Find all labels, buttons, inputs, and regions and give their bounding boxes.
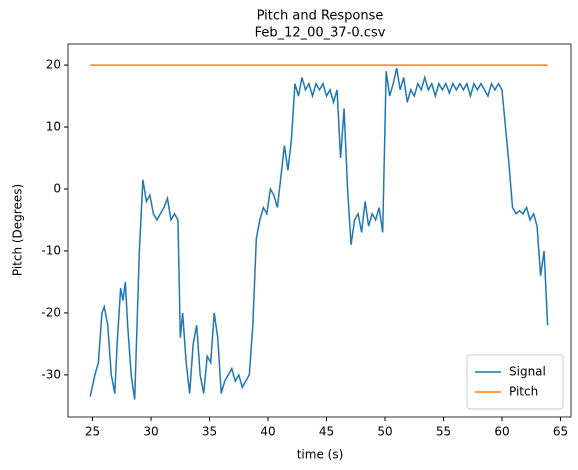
x-tick-label: 25 — [85, 425, 100, 439]
y-tick-label: -20 — [41, 305, 61, 319]
plot-frame — [67, 43, 572, 418]
x-tick-label: 60 — [494, 425, 509, 439]
x-tick-label: 45 — [319, 425, 334, 439]
y-axis-label: Pitch (Degrees) — [11, 184, 25, 276]
legend-label: Pitch — [509, 385, 538, 399]
x-tick-label: 65 — [553, 425, 568, 439]
x-tick-label: 35 — [202, 425, 217, 439]
legend-box — [466, 354, 564, 410]
y-tick-label: 10 — [46, 120, 61, 134]
x-tick-label: 40 — [260, 425, 275, 439]
series-line — [89, 67, 549, 400]
x-tick-label: 55 — [436, 425, 451, 439]
y-tick-label: -10 — [41, 243, 61, 257]
chart-subtitle: Feb_12_00_37-0.csv — [255, 26, 386, 41]
legend-label: Signal — [509, 365, 546, 379]
y-tick-label: 0 — [53, 181, 61, 195]
x-axis-label: time (s) — [297, 448, 344, 462]
x-tick-label: 30 — [143, 425, 158, 439]
x-tick-label: 50 — [377, 425, 392, 439]
y-tick-label: -30 — [41, 367, 61, 381]
y-tick-label: 20 — [46, 58, 61, 72]
chart-title: Pitch and Response — [257, 9, 384, 24]
